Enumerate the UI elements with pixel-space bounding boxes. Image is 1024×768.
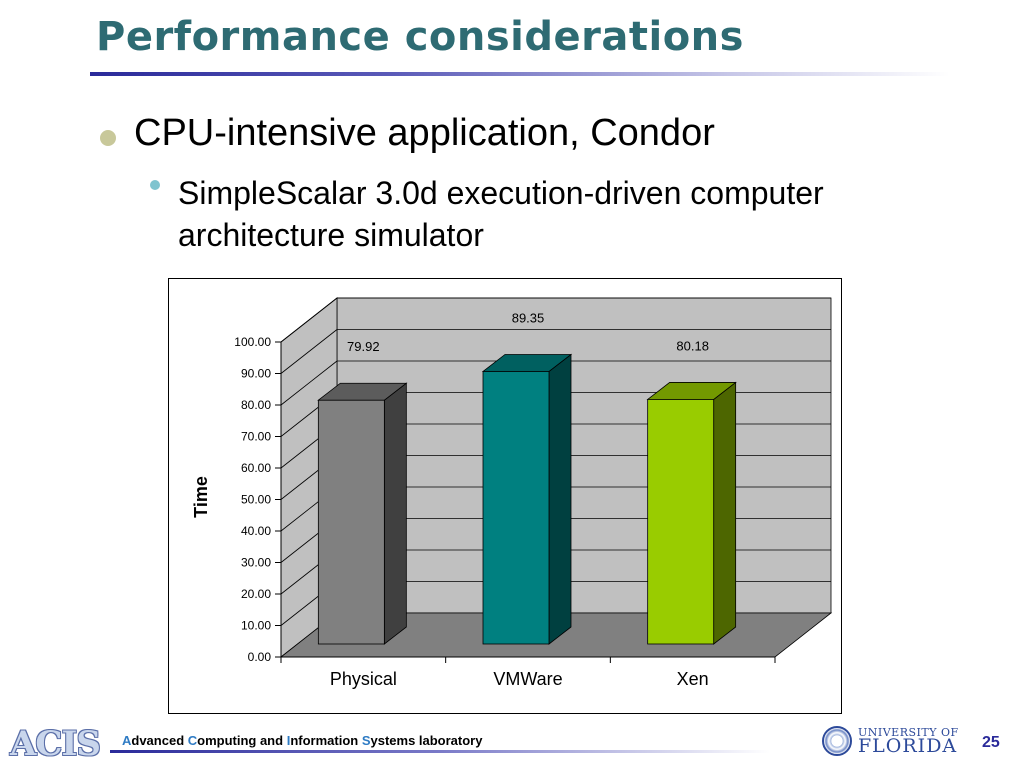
y-tick-label: 80.00 (241, 398, 271, 412)
x-tick-label: Xen (677, 669, 709, 689)
university-line-2: FLORIDA (858, 735, 958, 757)
university-line-1: UNIVERSITY OF (858, 726, 959, 739)
bullet-dot-icon (100, 130, 116, 146)
data-label: 80.18 (676, 338, 709, 353)
y-tick-label: 70.00 (241, 430, 271, 444)
lab-name-initial: I (286, 733, 291, 748)
y-tick-label: 10.00 (241, 619, 271, 633)
gridline (280, 297, 338, 343)
bullet-level-2-text: SimpleScalar 3.0d execution-driven compu… (178, 175, 824, 253)
bar-vmware (482, 371, 550, 645)
y-axis-title: Time (191, 476, 211, 518)
chart-frame: 0.00 10.00 20.00 30.00 40.00 50.00 60.00 70.00 8… (168, 278, 842, 714)
lab-name-part: dvanced (131, 733, 188, 748)
y-tick-label: 0.00 (248, 650, 272, 664)
page-number: 25 (982, 734, 1000, 751)
bar-chart: 0.00 10.00 20.00 30.00 40.00 50.00 60.00 70.00 8… (191, 297, 833, 689)
y-tick-label: 50.00 (241, 493, 271, 507)
gridline (280, 329, 338, 374)
lab-name-initial: S (361, 733, 371, 748)
data-label: 79.92 (347, 339, 380, 354)
bar-side (548, 353, 572, 645)
y-tick-label: 40.00 (241, 524, 271, 538)
x-tick-label: VMWare (493, 669, 562, 689)
lab-name: Advanced Computing and Information Syste… (122, 733, 482, 748)
bullet-level-1-text: CPU-intensive application, Condor (134, 112, 715, 154)
y-tick-label: 100.00 (234, 335, 271, 349)
bar-side (713, 381, 737, 645)
lab-name-initial: A (122, 733, 132, 748)
data-label: 89.35 (512, 310, 545, 325)
y-tick-label: 60.00 (241, 461, 271, 475)
footer-divider (110, 750, 770, 753)
y-tick-label: 90.00 (241, 367, 271, 381)
bar-side (383, 382, 407, 645)
bar-xen (647, 399, 715, 645)
y-tick-label: 20.00 (241, 587, 271, 601)
university-seal-icon (822, 726, 852, 756)
title-divider (90, 72, 950, 76)
lab-name-part: ystems laboratory (370, 733, 483, 748)
lab-name-part: omputing and (197, 733, 287, 748)
y-tick-label: 30.00 (241, 556, 271, 570)
lab-name-part: nformation (290, 733, 362, 748)
slide-title: Performance considerations (96, 14, 744, 60)
bullet-dot-icon (150, 180, 160, 190)
acis-logo: ACIS (10, 724, 101, 764)
gridline (280, 360, 338, 406)
bar-physical (317, 399, 385, 645)
x-tick-label: Physical (330, 669, 397, 689)
lab-name-initial: C (187, 733, 198, 748)
